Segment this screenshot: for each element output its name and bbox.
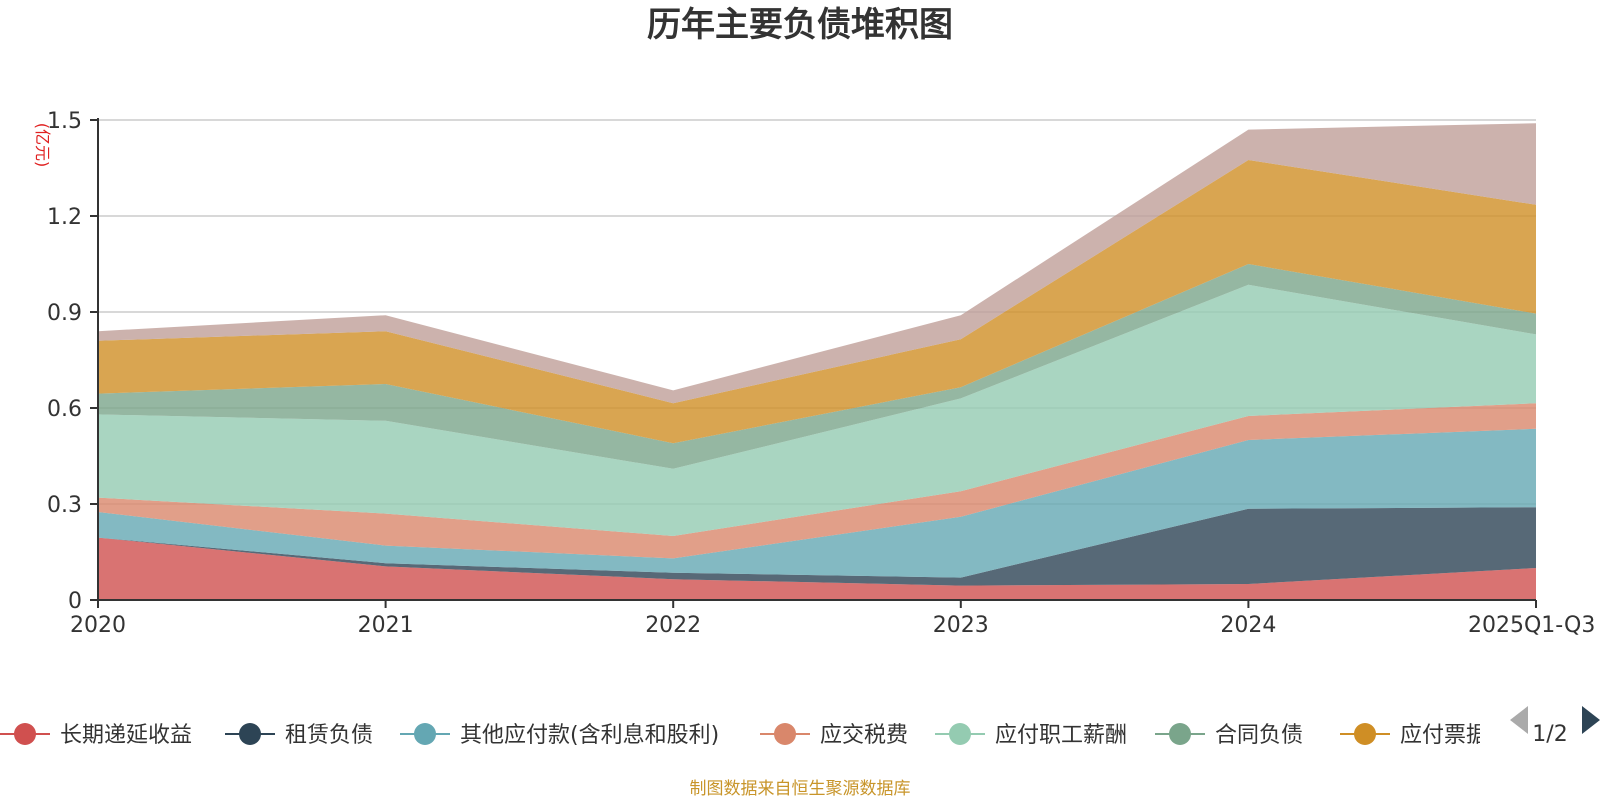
legend-label: 合同负债 bbox=[1215, 723, 1303, 748]
x-tick-label: 2025Q1-Q3 bbox=[1468, 613, 1595, 638]
legend-marker bbox=[414, 723, 436, 745]
legend-marker bbox=[774, 723, 796, 745]
legend-label: 应付职工薪酬 bbox=[995, 723, 1127, 748]
x-tick-label: 2024 bbox=[1220, 613, 1276, 638]
legend: 长期递延收益 租赁负债 其他应付款(含利息和股利) 应交税费 应付职工薪酬 合同负债 应付票… bbox=[0, 723, 1488, 748]
x-tick-label: 2022 bbox=[645, 613, 701, 638]
legend-item[interactable]: 合同负债 bbox=[1155, 723, 1303, 748]
area-租赁负债 bbox=[98, 507, 1536, 586]
legend-label: 应付票据 bbox=[1400, 723, 1488, 748]
area-应付职工薪酬 bbox=[98, 284, 1536, 536]
legend-pager: 1/2 bbox=[1510, 706, 1600, 747]
area-长期递延收益 bbox=[98, 537, 1536, 600]
area-其他 bbox=[98, 123, 1536, 404]
axes bbox=[90, 118, 1537, 608]
legend-label: 长期递延收益 bbox=[60, 723, 192, 748]
x-tick-label: 2020 bbox=[70, 613, 126, 638]
legend-label: 租赁负债 bbox=[285, 723, 373, 748]
legend-label: 应交税费 bbox=[820, 723, 908, 748]
x-tick-label: 2023 bbox=[933, 613, 989, 638]
y-tick-label: 0.3 bbox=[47, 493, 82, 518]
legend-item[interactable]: 其他应付款(含利息和股利) bbox=[400, 723, 719, 748]
area-应交税费 bbox=[98, 403, 1536, 559]
legend-item[interactable]: 长期递延收益 bbox=[0, 723, 192, 748]
legend-label: 其他应付款(含利息和股利) bbox=[460, 723, 719, 748]
legend-marker bbox=[1169, 723, 1191, 745]
legend-page-indicator: 1/2 bbox=[1532, 722, 1567, 747]
legend-prev-page-icon[interactable] bbox=[1510, 706, 1528, 734]
legend-next-page-icon[interactable] bbox=[1582, 706, 1600, 734]
area-合同负债 bbox=[98, 264, 1536, 469]
legend-marker bbox=[1354, 723, 1376, 745]
area-应付票据 bbox=[98, 160, 1536, 444]
legend-marker bbox=[14, 723, 36, 745]
legend-marker bbox=[949, 723, 971, 745]
legend-item[interactable]: 应交税费 bbox=[760, 723, 908, 748]
y-tick-label: 1.2 bbox=[47, 205, 82, 230]
area-其他应付款(含利息和股利) bbox=[98, 428, 1536, 578]
legend-item[interactable]: 应付职工薪酬 bbox=[935, 723, 1127, 748]
data-source-note: 制图数据来自恒生聚源数据库 bbox=[690, 779, 911, 799]
legend-item[interactable]: 租赁负债 bbox=[225, 723, 373, 748]
chart-title: 历年主要负债堆积图 bbox=[647, 5, 953, 45]
area-series bbox=[98, 123, 1536, 600]
y-tick-label: 1.5 bbox=[47, 109, 82, 134]
y-tick-labels: 0 0.3 0.6 0.9 1.2 1.5 bbox=[47, 109, 82, 614]
y-tick-label: 0 bbox=[68, 589, 82, 614]
x-tick-label: 2021 bbox=[358, 613, 414, 638]
y-tick-label: 0.6 bbox=[47, 397, 82, 422]
legend-marker bbox=[239, 723, 261, 745]
x-tick-labels: 2020 2021 2022 2023 2024 2025Q1-Q3 bbox=[70, 613, 1595, 638]
y-axis-unit: (亿元) bbox=[33, 123, 52, 168]
legend-items: 长期递延收益 租赁负债 其他应付款(含利息和股利) 应交税费 应付职工薪酬 合同负债 应付票… bbox=[0, 723, 1488, 748]
legend-item[interactable]: 应付票据 bbox=[1340, 723, 1488, 748]
y-tick-label: 0.9 bbox=[47, 301, 82, 326]
